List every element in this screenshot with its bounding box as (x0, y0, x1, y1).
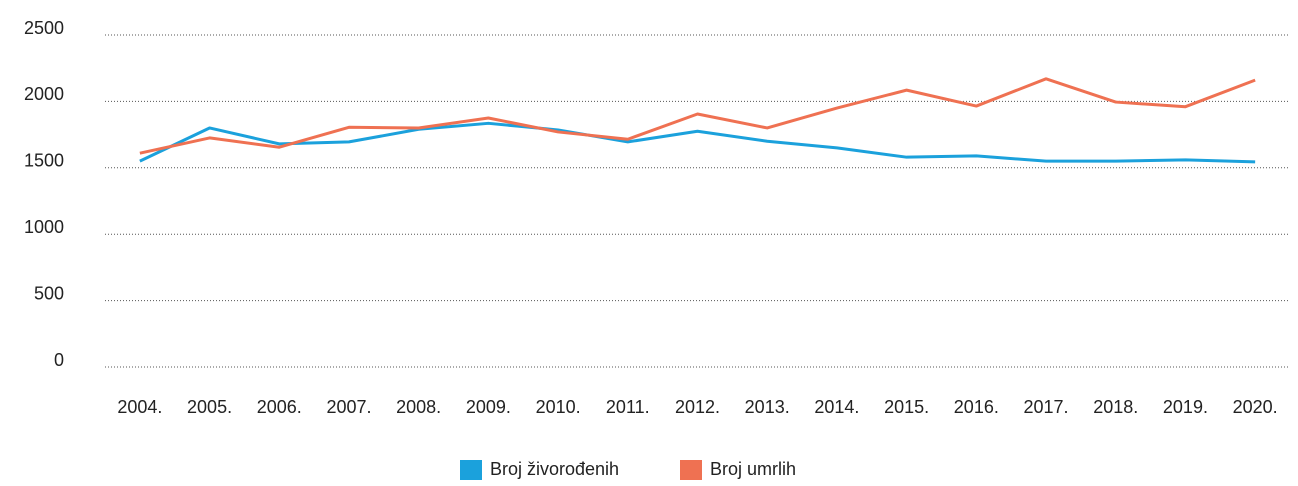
y-tick-label: 2000 (24, 84, 64, 104)
y-tick-label: 500 (34, 283, 64, 303)
legend-label: Broj umrlih (710, 459, 796, 479)
x-tick-label: 2016. (954, 397, 999, 417)
x-tick-label: 2019. (1163, 397, 1208, 417)
legend-swatch (460, 460, 482, 480)
x-tick-label: 2018. (1093, 397, 1138, 417)
x-tick-label: 2009. (466, 397, 511, 417)
legend-label: Broj živorođenih (490, 459, 619, 479)
y-tick-label: 1500 (24, 151, 64, 171)
x-tick-label: 2014. (814, 397, 859, 417)
x-tick-label: 2007. (326, 397, 371, 417)
y-tick-label: 1000 (24, 217, 64, 237)
x-tick-label: 2006. (257, 397, 302, 417)
y-tick-label: 0 (54, 350, 64, 370)
x-tick-label: 2017. (1024, 397, 1069, 417)
x-tick-label: 2012. (675, 397, 720, 417)
y-tick-label: 2500 (24, 18, 64, 38)
x-tick-label: 2020. (1233, 397, 1278, 417)
x-tick-label: 2004. (117, 397, 162, 417)
legend-swatch (680, 460, 702, 480)
x-tick-label: 2005. (187, 397, 232, 417)
x-tick-label: 2013. (745, 397, 790, 417)
x-tick-label: 2010. (536, 397, 581, 417)
line-series (139, 121, 1256, 164)
line-series (139, 77, 1256, 155)
x-tick-label: 2011. (606, 397, 650, 417)
x-tick-label: 2008. (396, 397, 441, 417)
x-tick-label: 2015. (884, 397, 929, 417)
